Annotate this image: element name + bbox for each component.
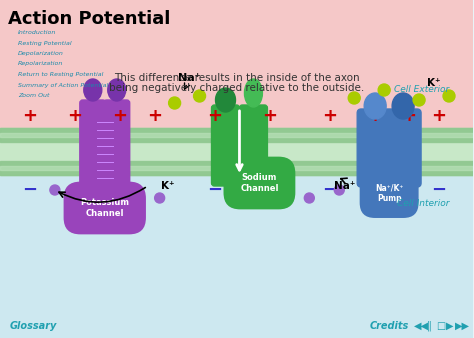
- Text: +: +: [322, 107, 337, 125]
- Text: +: +: [207, 107, 222, 125]
- Text: +: +: [262, 107, 277, 125]
- Text: Introduction: Introduction: [18, 30, 56, 35]
- FancyBboxPatch shape: [239, 105, 267, 186]
- Text: −: −: [22, 181, 37, 199]
- Text: Depolarization: Depolarization: [18, 51, 64, 56]
- Circle shape: [193, 90, 206, 102]
- Bar: [0, 158, 473, 338]
- Text: +: +: [147, 107, 162, 125]
- Text: ▶: ▶: [446, 321, 454, 331]
- Ellipse shape: [84, 79, 102, 101]
- Text: +: +: [22, 107, 37, 125]
- Text: Na⁺: Na⁺: [334, 181, 355, 191]
- Text: Na⁺/K⁺
Pump: Na⁺/K⁺ Pump: [375, 183, 403, 203]
- Text: Repolarization: Repolarization: [18, 62, 64, 67]
- Bar: [0, 161, 473, 175]
- Text: +: +: [431, 107, 447, 125]
- Text: −: −: [431, 181, 447, 199]
- Text: This difference results in the inside of the axon: This difference results in the inside of…: [114, 73, 359, 83]
- Text: □: □: [436, 321, 445, 331]
- Text: Zoom Out: Zoom Out: [18, 93, 49, 98]
- Text: −: −: [366, 181, 382, 199]
- Text: −: −: [401, 181, 417, 199]
- FancyBboxPatch shape: [357, 109, 421, 187]
- Text: Cell Exterior: Cell Exterior: [394, 86, 449, 95]
- Text: Sodium
Channel: Sodium Channel: [240, 173, 279, 193]
- FancyBboxPatch shape: [211, 105, 239, 186]
- Text: Na⁺: Na⁺: [178, 73, 201, 83]
- Text: −: −: [112, 181, 128, 199]
- Circle shape: [443, 90, 455, 102]
- Text: Summary of Action Potential: Summary of Action Potential: [18, 82, 108, 88]
- Text: −: −: [67, 181, 82, 199]
- FancyBboxPatch shape: [104, 100, 130, 186]
- Circle shape: [348, 92, 360, 104]
- Ellipse shape: [392, 93, 414, 119]
- Text: being negatively charged relative to the outside.: being negatively charged relative to the…: [109, 83, 364, 93]
- Circle shape: [50, 185, 60, 195]
- Circle shape: [169, 97, 181, 109]
- Bar: [0, 0, 473, 158]
- Text: Resting Potential: Resting Potential: [18, 41, 72, 46]
- Text: Cell Interior: Cell Interior: [397, 198, 449, 208]
- Circle shape: [334, 185, 344, 195]
- Text: Return to Resting Potential: Return to Resting Potential: [18, 72, 103, 77]
- Text: ◀◀: ◀◀: [414, 321, 429, 331]
- Circle shape: [304, 193, 314, 203]
- Text: −: −: [262, 181, 277, 199]
- Text: +: +: [112, 107, 127, 125]
- Bar: [0, 133, 473, 137]
- FancyBboxPatch shape: [80, 100, 106, 186]
- Circle shape: [378, 84, 390, 96]
- Text: −: −: [207, 181, 222, 199]
- Text: Action Potential: Action Potential: [8, 10, 170, 28]
- Ellipse shape: [245, 79, 263, 107]
- Text: Glossary: Glossary: [10, 321, 57, 331]
- Bar: [0, 142, 473, 161]
- Text: −: −: [322, 181, 337, 199]
- Text: +: +: [367, 107, 382, 125]
- Text: Potassium
Channel: Potassium Channel: [80, 198, 129, 218]
- Text: +: +: [401, 107, 417, 125]
- Text: K⁺: K⁺: [427, 78, 441, 88]
- Bar: [0, 128, 473, 142]
- Text: K⁺: K⁺: [161, 181, 174, 191]
- Text: Credits: Credits: [369, 321, 409, 331]
- Text: ▶▶: ▶▶: [455, 321, 470, 331]
- Circle shape: [413, 94, 425, 106]
- Text: +: +: [67, 107, 82, 125]
- Bar: [0, 166, 473, 170]
- Text: ‖: ‖: [427, 321, 432, 331]
- Ellipse shape: [108, 79, 126, 101]
- Bar: [0, 161, 473, 175]
- Circle shape: [155, 193, 164, 203]
- Bar: [0, 128, 473, 142]
- Ellipse shape: [364, 93, 386, 119]
- Ellipse shape: [216, 88, 236, 112]
